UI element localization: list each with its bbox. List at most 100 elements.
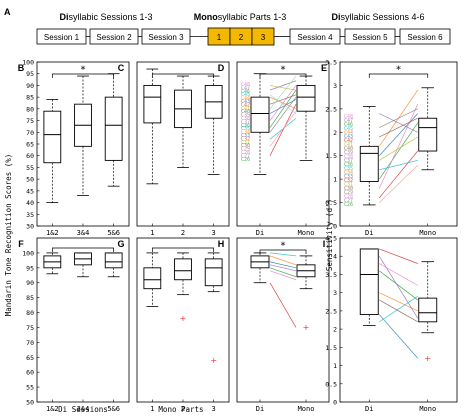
subject-label: C39: [241, 113, 250, 119]
paired-line: [269, 85, 297, 121]
box: [143, 267, 162, 290]
subject-label: C26: [344, 202, 353, 208]
y-tick-label: 85: [26, 294, 34, 302]
x-tick-label: 5&6: [107, 229, 120, 237]
paired-line: [269, 252, 297, 257]
box: [359, 248, 379, 315]
part-3-label: 3: [261, 33, 266, 42]
x-tick-label: 3: [212, 405, 216, 413]
header-left-title: Disyllabic Sessions 1-3: [59, 12, 152, 22]
panel-label-e: E: [321, 63, 327, 73]
significance-bracket: [259, 73, 307, 78]
plot-frame: [339, 237, 458, 403]
paired-line: [379, 299, 418, 323]
ylabel-left: Mandarin Tone Recognition Scores (%): [4, 154, 13, 317]
subject-label: C42: [241, 102, 250, 108]
y-tick-label: 4.5: [325, 235, 337, 243]
y-tick-label: 2: [333, 129, 337, 137]
paired-line: [379, 108, 418, 128]
subject-label: C48: [241, 82, 250, 88]
y-tick-label: 40: [26, 199, 34, 207]
box: [43, 110, 62, 164]
y-tick-label: 90: [26, 82, 34, 90]
x-tick-label: 1: [150, 405, 154, 413]
significance-bracket: [51, 73, 115, 78]
ylabel-right: Sensitivity (d'): [325, 199, 334, 271]
subject-label: C33: [344, 174, 353, 180]
subject-label: C37: [241, 119, 250, 125]
x-tick-label: Di: [365, 405, 373, 413]
subject-label: C45: [344, 126, 353, 132]
box: [296, 84, 316, 112]
subject-label: C36: [344, 162, 353, 168]
paired-line: [379, 164, 418, 203]
subject-label: C31: [344, 182, 353, 188]
significance-bracket: [368, 73, 429, 78]
paired-line: [378, 314, 419, 359]
paired-line: [269, 264, 297, 272]
x-tick-label: Di: [256, 229, 264, 237]
significance-star: *: [281, 241, 286, 252]
x-tick-label: 2: [181, 229, 185, 237]
subject-label: C43: [344, 134, 353, 140]
subject-label: C32: [241, 136, 250, 142]
paired-line: [378, 256, 419, 319]
paired-line: [269, 110, 297, 147]
paired-line: [379, 117, 418, 138]
xlabel-di-sessions: Di Sessions: [58, 405, 108, 414]
subject-label: C36: [241, 123, 250, 129]
panel-i: I 0 0.5 1 1.5 2 2.5 3 3.5 4 4.5 Di Mono +: [323, 235, 458, 413]
paired-line: [269, 104, 297, 156]
subject-label: C39: [344, 150, 353, 156]
y-tick-label: 65: [26, 141, 34, 149]
subject-label: C38: [344, 154, 353, 160]
y-tick-label: 2.5: [325, 105, 337, 113]
y-tick-label: 45: [26, 187, 34, 195]
panel-h: H Di Mono + *: [218, 237, 330, 413]
paired-line: [269, 99, 297, 114]
paired-line: [269, 80, 297, 91]
outlier-marker: +: [180, 314, 187, 323]
y-tick-label: 1.5: [325, 152, 337, 160]
y-tick-label: 50: [26, 176, 34, 184]
y-tick-label: 70: [26, 129, 34, 137]
panel-d: D Di Mono C48C47C46C45C44C43C42C41C40C39C38…: [218, 61, 330, 237]
panel-f: F 50 55 60 65 70 75 80 85 90 95 100 1&2 3&4 5&6: [18, 237, 130, 413]
x-tick-label: 3&4: [77, 229, 90, 237]
panel-a-header: A Disyllabic Sessions 1-3 Monosyllabic P…: [4, 7, 451, 46]
paired-line: [269, 282, 297, 328]
y-tick-label: 95: [26, 70, 34, 78]
subject-label: C42: [344, 138, 353, 144]
subject-label: C32: [344, 178, 353, 184]
box: [104, 252, 123, 269]
subject-label: C46: [241, 89, 250, 95]
y-tick-label: 75: [26, 324, 34, 332]
subject-label: C44: [241, 96, 250, 102]
paired-line: [269, 89, 297, 128]
significance-bracket: [259, 249, 307, 254]
subject-label: C30: [344, 186, 353, 192]
x-tick-label: 1&2: [46, 229, 59, 237]
subject-label: C41: [344, 142, 353, 148]
plot-frame: [36, 237, 130, 403]
subject-label: C44: [344, 130, 353, 136]
box: [204, 258, 223, 287]
subject-label: C35: [344, 166, 353, 172]
part-1-label: 1: [217, 33, 222, 42]
paired-line: [378, 150, 419, 199]
y-tick-label: 4: [333, 253, 337, 261]
y-tick-label: 0: [333, 399, 337, 407]
panel-g: G 1 2 3 + +: [117, 237, 230, 413]
session-1-label: Session 1: [44, 33, 80, 42]
subject-label: C47: [344, 118, 353, 124]
significance-star: *: [396, 65, 401, 76]
x-tick-label: Mono: [298, 405, 315, 413]
box: [359, 145, 379, 182]
paired-line: [269, 94, 297, 114]
y-tick-label: 0.5: [325, 380, 337, 388]
paired-line: [378, 113, 419, 156]
subject-label: C34: [344, 170, 353, 176]
panel-label-a: A: [4, 7, 11, 17]
y-tick-label: 60: [26, 152, 34, 160]
